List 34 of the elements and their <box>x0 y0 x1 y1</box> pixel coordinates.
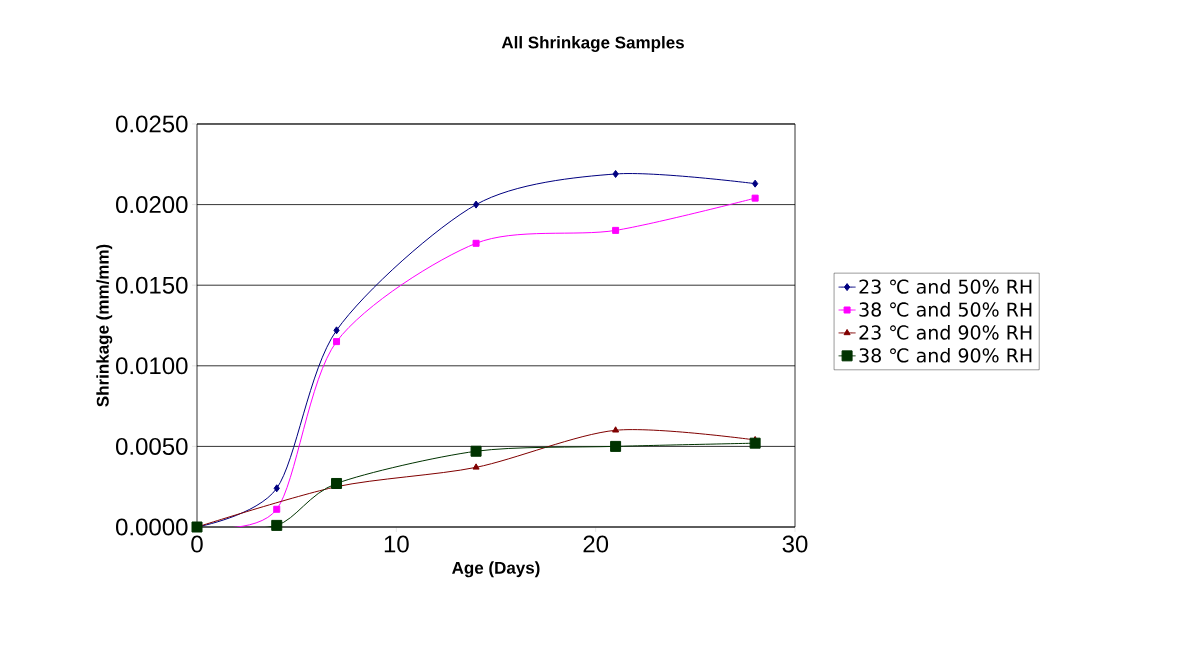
point <box>333 326 340 335</box>
point <box>333 338 341 346</box>
point <box>271 519 283 531</box>
y-tick-label: 0.0050 <box>116 437 188 455</box>
point <box>612 169 619 178</box>
point <box>472 463 480 470</box>
point <box>331 477 343 489</box>
point <box>273 505 281 513</box>
x-tick-label: 0 <box>191 535 203 553</box>
point <box>470 445 482 457</box>
x-tick-label: 30 <box>782 535 808 553</box>
legend-label: 23 ℃ and 90% RH <box>859 324 1032 340</box>
y-tick-label: 0.0200 <box>116 196 188 214</box>
x-tick-label: 10 <box>384 535 409 553</box>
point <box>752 179 759 188</box>
point <box>749 437 761 449</box>
legend-label: 38 ℃ and 90% RH <box>859 347 1032 363</box>
chart-title: All Shrinkage Samples <box>501 36 684 52</box>
y-tick-label: 0.0000 <box>116 518 188 536</box>
point <box>610 440 622 452</box>
point <box>612 426 620 433</box>
point <box>612 226 620 234</box>
point <box>472 239 480 247</box>
legend-label: 23 ℃ and 50% RH <box>859 279 1032 294</box>
y-tick-label: 0.0150 <box>116 276 188 294</box>
point <box>273 484 280 493</box>
y-tick-label: 0.0250 <box>116 115 188 133</box>
legend-label: 38 ℃ and 50% RH <box>859 302 1032 317</box>
y-axis-title: Shrinkage (mm/mm) <box>96 244 113 407</box>
point <box>751 194 759 202</box>
x-tick-label: 20 <box>583 535 609 553</box>
x-axis-title: Age (Days) <box>452 561 540 578</box>
y-tick-label: 0.0100 <box>116 357 188 375</box>
point <box>472 200 480 209</box>
